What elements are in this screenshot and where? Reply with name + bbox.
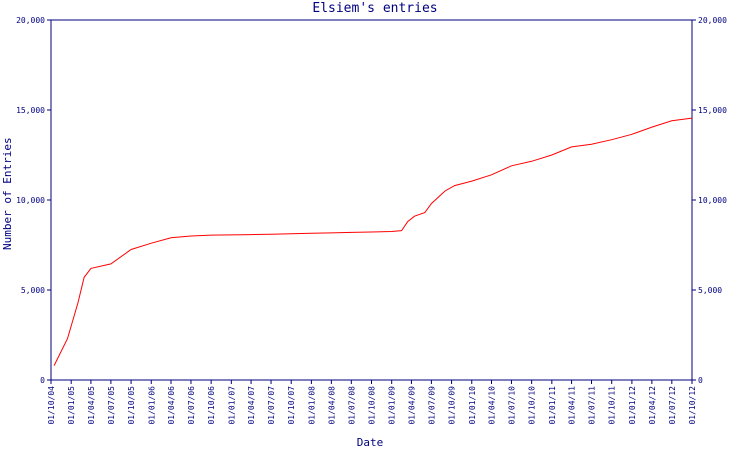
x-tick-label: 01/01/09 [388,386,397,425]
x-axis-label: Date [356,436,384,449]
x-tick-label: 01/07/06 [187,386,196,425]
chart-title: Elsiem's entries [312,1,438,16]
x-tick-label: 01/01/11 [548,386,557,425]
x-tick-label: 01/04/06 [167,386,176,425]
x-tick-label: 01/10/05 [127,386,136,425]
series-line [53,117,693,366]
y-tick-label-right: 0 [698,376,703,385]
x-tick-label: 01/10/09 [448,386,457,425]
x-tick-label: 01/01/12 [628,386,637,425]
x-tick-label: 01/10/04 [47,386,56,425]
x-tick-label: 01/07/07 [267,386,276,425]
y-tick-label-right: 20,000 [698,16,727,25]
y-tick-label-left: 10,000 [16,196,45,205]
x-tick-label: 01/10/10 [528,386,537,425]
x-tick-label: 01/07/12 [668,386,677,425]
x-tick-label: 01/04/10 [487,386,496,425]
x-tick-label: 01/04/07 [247,386,256,425]
x-tick-label: 01/04/05 [87,386,96,425]
y-tick-label-left: 0 [40,376,45,385]
x-tick-label: 01/07/09 [427,386,436,425]
x-tick-label: 01/01/10 [468,386,477,425]
x-tick-label: 01/04/09 [407,386,416,425]
y-tick-label-right: 15,000 [698,106,727,115]
x-tick-label: 01/07/10 [507,386,516,425]
x-tick-label: 01/10/11 [608,386,617,425]
x-tick-label: 01/01/06 [147,386,156,425]
x-tick-label: 01/04/11 [568,386,577,425]
plot-frame [50,19,693,381]
x-tick-label: 01/10/06 [207,386,216,425]
x-tick-label: 01/07/05 [107,386,116,425]
x-tick-label: 01/10/07 [287,386,296,425]
x-tick-label: 01/01/07 [227,386,236,425]
x-tick-label: 01/07/11 [588,386,597,425]
x-tick-label: 01/10/08 [368,386,377,425]
y-tick-label-left: 5,000 [21,286,45,295]
x-tick-label: 01/04/08 [327,386,336,425]
x-tick-label: 01/04/12 [648,386,657,425]
x-tick-label: 01/10/12 [688,386,697,425]
y-tick-label-left: 20,000 [16,16,45,25]
x-tick-label: 01/07/08 [347,386,356,425]
y-tick-label-left: 15,000 [16,106,45,115]
x-tick-label: 01/01/05 [67,386,76,425]
x-tick-label: 01/01/08 [307,386,316,425]
y-tick-label-right: 10,000 [698,196,727,205]
y-tick-label-right: 5,000 [698,286,722,295]
